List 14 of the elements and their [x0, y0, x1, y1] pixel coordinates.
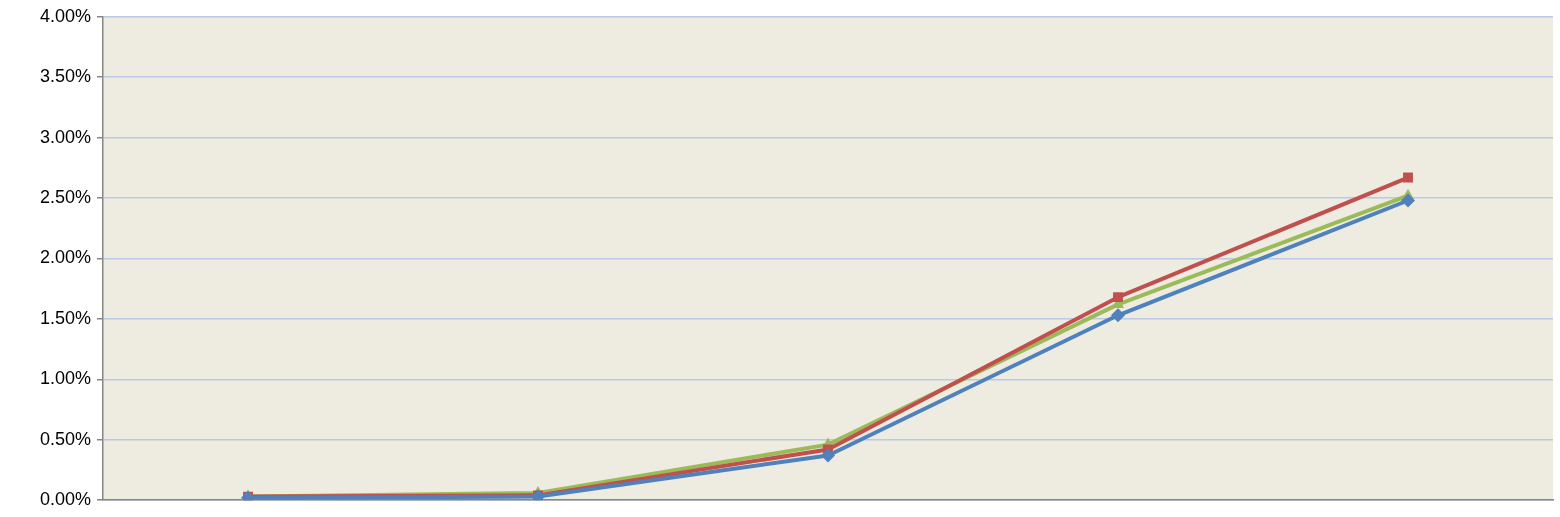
y-tick-label: 4.00% [39, 5, 91, 26]
point [1401, 193, 1415, 208]
point [1113, 292, 1123, 303]
y-tick-label: 0.50% [39, 428, 91, 449]
y-tick-label: 2.50% [39, 187, 91, 208]
y-tick-label: 3.00% [39, 126, 91, 147]
point [821, 448, 835, 463]
y-tick-label: 1.50% [39, 307, 91, 328]
y-tick-label: 3.50% [39, 66, 91, 87]
point [1403, 172, 1413, 183]
y-tick-label: 0.00% [39, 489, 91, 510]
y-tick-label: 2.00% [39, 247, 91, 268]
y-tick-label: 1.00% [39, 368, 91, 389]
point [1111, 308, 1125, 323]
